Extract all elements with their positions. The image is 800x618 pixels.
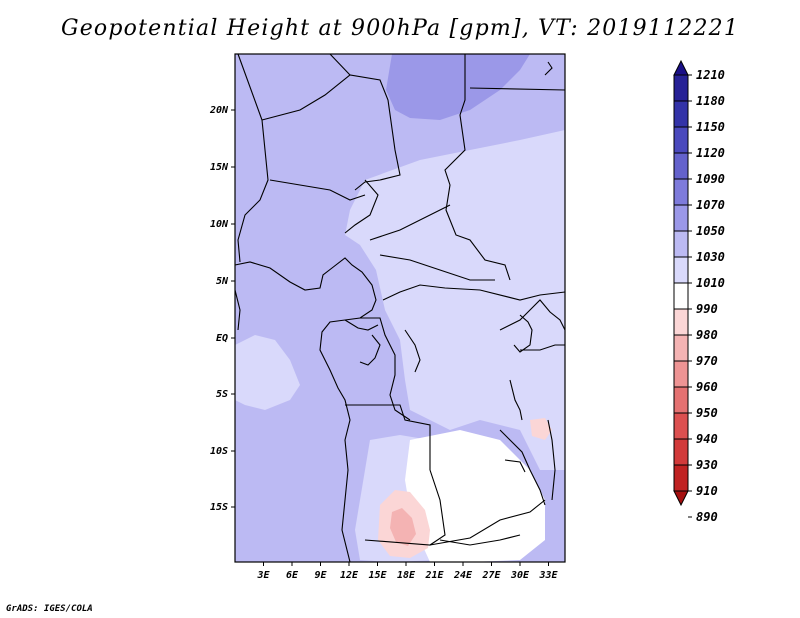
colorbar-swatch — [673, 152, 689, 180]
coastlines-borders — [234, 53, 566, 563]
colorbar-label: 1050 — [696, 224, 725, 238]
longitude-axis: 3E 6E 9E 12E 15E 18E 21E 24E 27E 30E 33E — [256, 562, 559, 581]
lon-tick-label: 33E — [538, 570, 558, 581]
map-region-lowest — [390, 508, 416, 546]
colorbar-label: 910 — [696, 484, 718, 498]
lat-tick-label: 20N — [209, 105, 229, 116]
map-region-mid — [345, 130, 565, 470]
map-region-low — [405, 430, 545, 562]
colorbar-label: 1120 — [696, 146, 725, 160]
chart-title: Geopotential Height at 900hPa [gpm], VT:… — [60, 16, 740, 41]
colorbar-label: 990 — [696, 302, 718, 316]
lat-tick-label: 15S — [210, 502, 228, 513]
colorbar-swatch — [673, 334, 689, 362]
colorbar-swatch — [673, 126, 689, 154]
colorbar-swatch — [673, 464, 689, 492]
colorbar-label: 1210 — [696, 68, 725, 82]
map-region-lower-east — [530, 418, 552, 440]
colorbar-label: 980 — [696, 328, 718, 342]
colorbar-label: 950 — [696, 406, 718, 420]
colorbar-label: 1180 — [696, 94, 725, 108]
lat-tick-label: 15N — [210, 162, 229, 173]
colorbar-swatch — [673, 386, 689, 414]
colorbar-swatch — [673, 74, 689, 102]
colorbar-swatch — [673, 256, 689, 284]
lat-tick-label: EQ — [216, 333, 228, 344]
colorbar-label: 1030 — [696, 250, 725, 264]
map-panel — [234, 53, 566, 563]
colorbar-swatch — [673, 412, 689, 440]
map-region-high — [386, 54, 530, 120]
map-region-mid-west — [235, 335, 300, 410]
colorbar-label: 890 — [696, 510, 718, 524]
colorbar-swatch — [673, 282, 689, 310]
colorbar-swatch — [673, 438, 689, 466]
map-frame — [234, 53, 566, 563]
colorbar-label: 1090 — [696, 172, 725, 186]
lon-tick-label: 24E — [453, 570, 473, 581]
colorbar-swatch — [673, 204, 689, 232]
lon-tick-label: 30E — [510, 570, 530, 581]
lat-tick-label: 10S — [210, 446, 228, 457]
colorbar-swatch — [673, 360, 689, 388]
lon-tick-label: 21E — [424, 570, 444, 581]
colorbar-top-arrow — [673, 59, 689, 76]
colorbar-label: 940 — [696, 432, 718, 446]
lat-tick-label: 10N — [210, 219, 229, 230]
colorbar-label: 930 — [696, 458, 718, 472]
colorbar-swatch — [673, 230, 689, 258]
lon-tick-label: 12E — [340, 570, 359, 581]
colorbar-label: 1070 — [696, 198, 725, 212]
colorbar-swatch — [673, 178, 689, 206]
lon-tick-label: 18E — [397, 570, 416, 581]
latitude-axis: 20N 15N 10N 5N EQ 5S 10S 15S — [209, 105, 235, 513]
colorbar-swatch — [673, 100, 689, 128]
lon-tick-label: 9E — [314, 570, 327, 581]
colorbar: 1210 1180 1150 1120 1090 1070 1050 1030 1010 990 9… — [673, 59, 725, 524]
lon-tick-label: 15E — [368, 570, 387, 581]
colorbar-label: 970 — [696, 354, 718, 368]
colorbar-swatch — [673, 308, 689, 336]
colorbar-label: 960 — [696, 380, 718, 394]
credit-text: GrADS: IGES/COLA — [6, 604, 93, 614]
lat-tick-label: 5S — [216, 389, 228, 400]
lon-tick-label: 6E — [286, 570, 299, 581]
colorbar-bottom-arrow — [673, 490, 689, 507]
lat-tick-label: 5N — [216, 276, 229, 287]
colorbar-label: 1150 — [696, 120, 725, 134]
colorbar-label: 1010 — [696, 276, 725, 290]
lon-tick-label: 27E — [481, 570, 501, 581]
lon-tick-label: 3E — [256, 570, 270, 581]
